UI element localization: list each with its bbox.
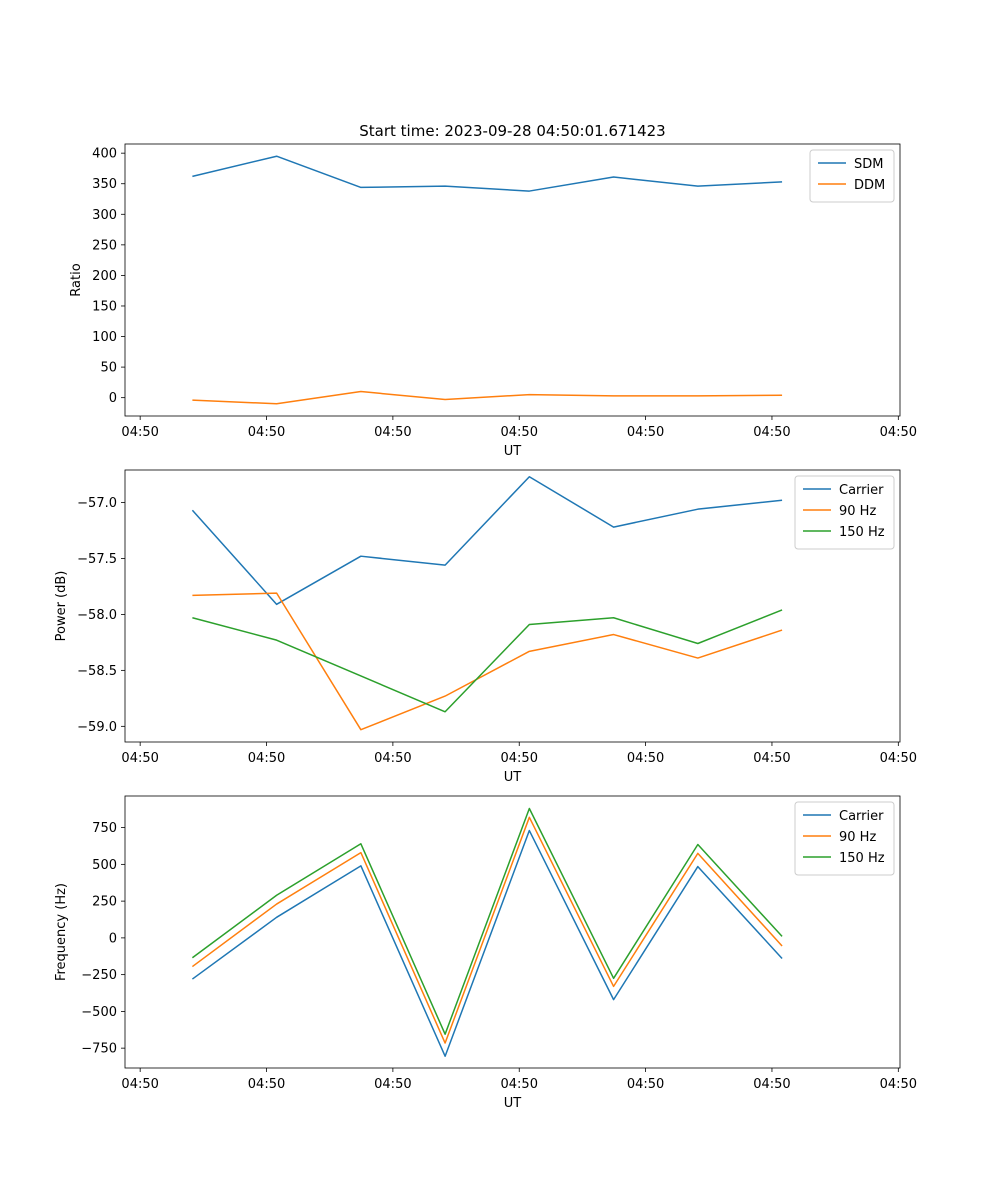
axes-frame (124, 143, 901, 417)
y-tick-label: 300 (92, 208, 117, 223)
legend-entry-label: DDM (854, 178, 885, 193)
y-tick-label: −57.5 (77, 552, 117, 567)
x-tick-label: 04:50 (501, 425, 538, 440)
series-line-carrier (191, 829, 783, 1057)
legend-entry-label: Carrier (839, 809, 884, 824)
axes-frame (124, 795, 901, 1069)
axes-frame (124, 469, 901, 743)
x-tick-label: 04:50 (501, 751, 538, 766)
series-line-ddm (192, 390, 783, 405)
legend-entry-label: 150 Hz (839, 525, 885, 540)
y-tick-label: −59.0 (77, 720, 117, 735)
series-line-carrier (191, 475, 783, 606)
y-tick-label: 150 (92, 299, 117, 314)
x-tick-label: 04:50 (501, 1077, 538, 1092)
figure-title: Start time: 2023-09-28 04:50:01.671423 (359, 122, 665, 140)
legend-entry-label: SDM (854, 157, 883, 172)
y-tick-label: 0 (109, 931, 117, 946)
legend: SDM DDM (809, 149, 895, 203)
x-tick-label: 04:50 (627, 1077, 664, 1092)
y-tick-label: 50 (100, 361, 117, 376)
x-tick-label: 04:50 (374, 425, 411, 440)
x-tick-label: 04:50 (374, 751, 411, 766)
series-line-sdm (192, 155, 783, 192)
x-tick-label: 04:50 (248, 1077, 285, 1092)
y-tick-label: 750 (92, 821, 117, 836)
series-line-90-hz (191, 816, 783, 1044)
series-line-150-hz (191, 807, 783, 1035)
y-tick-label: −57.0 (77, 496, 117, 511)
chart-panel-2: 04:50 04:50 04:50 04:50 04:50 04:50 04:50 −59.0… (54, 469, 917, 785)
y-tick-label: −250 (81, 968, 117, 983)
x-axis-label: UT (504, 444, 522, 459)
chart-panel-1: 04:50 04:50 04:50 04:50 04:50 04:50 04:50 0 50 10… (69, 143, 917, 459)
y-tick-label: −500 (81, 1005, 117, 1020)
y-tick-label: 100 (92, 330, 117, 345)
y-axis-label: Ratio (69, 263, 84, 296)
y-tick-label: 0 (109, 391, 117, 406)
chart-panel-3: 04:50 04:50 04:50 04:50 04:50 04:50 04:50 −750 −… (54, 795, 917, 1111)
legend-entry-label: 90 Hz (839, 504, 876, 519)
x-tick-label: 04:50 (880, 751, 917, 766)
series-line-90-hz (192, 592, 783, 731)
y-tick-label: −58.5 (77, 664, 117, 679)
y-tick-label: 250 (92, 895, 117, 910)
y-tick-label: 200 (92, 269, 117, 284)
legend-entry-label: 150 Hz (839, 851, 885, 866)
x-tick-label: 04:50 (121, 751, 158, 766)
x-axis-label: UT (504, 1096, 522, 1111)
y-axis-label: Power (dB) (54, 571, 69, 642)
series-line-150-hz (192, 609, 783, 713)
x-tick-label: 04:50 (121, 1077, 158, 1092)
x-axis-label: UT (504, 770, 522, 785)
x-tick-label: 04:50 (627, 751, 664, 766)
y-axis-label: Frequency (Hz) (54, 883, 69, 981)
y-tick-label: −58.0 (77, 608, 117, 623)
x-tick-label: 04:50 (880, 1077, 917, 1092)
y-tick-label: −750 (81, 1042, 117, 1057)
y-tick-label: 350 (92, 177, 117, 192)
x-tick-label: 04:50 (121, 425, 158, 440)
legend: Carrier 90 Hz 150 Hz (794, 475, 895, 550)
x-tick-label: 04:50 (753, 751, 790, 766)
x-tick-label: 04:50 (374, 1077, 411, 1092)
legend: Carrier 90 Hz 150 Hz (794, 801, 895, 876)
legend-entry-label: Carrier (839, 483, 884, 498)
x-tick-label: 04:50 (248, 425, 285, 440)
x-tick-label: 04:50 (880, 425, 917, 440)
y-tick-label: 250 (92, 238, 117, 253)
x-tick-label: 04:50 (248, 751, 285, 766)
x-tick-label: 04:50 (753, 1077, 790, 1092)
legend-entry-label: 90 Hz (839, 830, 876, 845)
x-tick-label: 04:50 (627, 425, 664, 440)
y-tick-label: 400 (92, 147, 117, 162)
x-tick-label: 04:50 (753, 425, 790, 440)
y-tick-label: 500 (92, 858, 117, 873)
